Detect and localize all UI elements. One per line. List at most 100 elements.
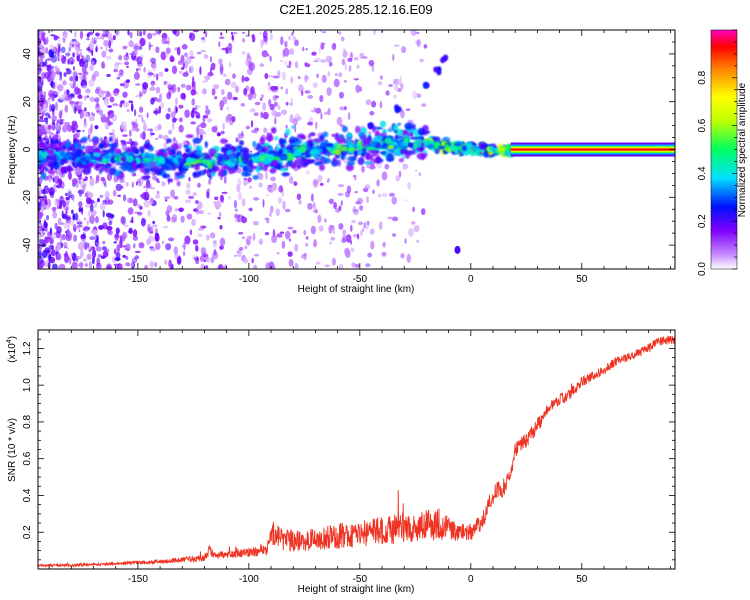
noise-speckle: [307, 121, 313, 126]
noise-speckle: [274, 102, 279, 107]
ridge-blob: [454, 147, 459, 155]
noise-speckle: [60, 118, 64, 126]
noise-speckle: [137, 114, 143, 118]
noise-speckle: [412, 90, 418, 100]
noise-speckle: [44, 236, 50, 244]
noise-speckle: [259, 32, 262, 35]
ridge-blob: [185, 147, 191, 154]
noise-speckle: [42, 110, 45, 116]
noise-speckle: [243, 177, 248, 181]
colorbar-tick-label: 0.8: [697, 70, 708, 84]
ridge-blob: [493, 151, 499, 156]
noise-speckle: [349, 55, 352, 59]
noise-speckle: [96, 257, 100, 266]
noise-speckle: [170, 111, 176, 118]
ridge-blob: [182, 153, 189, 158]
noise-speckle: [249, 108, 256, 113]
ridge-blob: [104, 167, 111, 174]
noise-speckle: [338, 31, 342, 35]
ridge-blob: [365, 154, 374, 160]
noise-speckle: [261, 50, 268, 58]
noise-speckle: [46, 36, 49, 45]
noise-speckle: [43, 103, 48, 112]
noise-speckle: [72, 66, 76, 71]
noise-speckle: [51, 71, 56, 78]
ridge-blob: [397, 122, 402, 126]
noise-speckle: [149, 86, 156, 91]
noise-speckle: [291, 32, 294, 36]
noise-speckle: [377, 193, 382, 198]
noise-speckle: [155, 86, 161, 94]
noise-speckle: [182, 62, 186, 68]
noise-speckle: [356, 64, 360, 69]
noise-speckle: [57, 217, 62, 225]
noise-speckle: [331, 133, 336, 137]
noise-speckle: [354, 176, 357, 181]
noise-speckle: [230, 31, 233, 35]
noise-speckle: [200, 49, 207, 53]
noise-speckle: [143, 191, 150, 201]
noise-speckle: [184, 235, 191, 245]
noise-speckle: [52, 210, 58, 219]
noise-speckle: [138, 177, 144, 186]
noise-speckle: [342, 50, 348, 58]
ridge-blob: [348, 147, 356, 152]
ridge-blob: [113, 156, 118, 161]
noise-speckle: [201, 252, 207, 256]
ridge-blob: [41, 158, 48, 163]
noise-speckle: [423, 44, 428, 49]
noise-speckle: [250, 120, 254, 128]
noise-speckle: [88, 114, 95, 122]
colorbar-tick-label: 0.4: [697, 166, 708, 180]
ridge-blob: [98, 142, 104, 149]
noise-speckle: [80, 110, 84, 118]
noise-speckle: [167, 84, 174, 91]
noise-speckle: [113, 248, 117, 255]
ridge-blob: [285, 128, 291, 137]
noise-speckle: [128, 227, 133, 234]
noise-speckle: [78, 88, 81, 97]
spur-point: [396, 106, 402, 113]
noise-speckle: [224, 78, 231, 86]
noise-speckle: [216, 132, 221, 137]
noise-speckle: [172, 117, 177, 123]
noise-speckle: [253, 197, 259, 201]
noise-speckle: [100, 176, 106, 182]
noise-speckle: [173, 196, 179, 200]
noise-speckle: [418, 172, 421, 177]
noise-speckle: [105, 263, 113, 269]
ridge-blob: [149, 157, 153, 161]
noise-speckle: [185, 189, 192, 196]
noise-speckle: [151, 61, 157, 69]
noise-speckle: [77, 94, 83, 100]
ridge-blob: [176, 180, 181, 187]
noise-speckle: [65, 52, 71, 57]
noise-speckle: [102, 240, 106, 245]
ridge-blob: [357, 157, 365, 166]
noise-speckle: [38, 211, 43, 220]
spectrogram-x-ticks: -150 -100 -50 0 50: [48, 30, 671, 285]
noise-speckle: [251, 257, 254, 264]
noise-speckle: [326, 55, 333, 63]
noise-speckle: [56, 48, 60, 57]
noise-speckle: [71, 261, 78, 269]
noise-speckle: [329, 241, 332, 245]
noise-speckle: [183, 242, 186, 251]
ridge-blob: [121, 140, 127, 146]
ridge-blob: [308, 159, 316, 163]
ridge-blob: [322, 157, 331, 164]
noise-speckle: [54, 198, 60, 207]
x-tick-label: -100: [239, 574, 259, 585]
noise-speckle: [150, 57, 157, 64]
spectrogram-panel: -150 -100 -50 0 50 -40 -20 0 20 40 Height of str…: [7, 29, 676, 295]
noise-speckle: [169, 55, 174, 62]
noise-speckle: [232, 32, 238, 35]
ridge-blob: [242, 166, 248, 172]
noise-speckle: [391, 196, 398, 205]
ridge-blob: [79, 145, 86, 150]
ridge-blob: [86, 146, 94, 151]
noise-speckle: [292, 35, 296, 41]
noise-speckle: [294, 124, 297, 133]
ridge-blob: [185, 134, 194, 139]
noise-speckle: [376, 163, 383, 169]
